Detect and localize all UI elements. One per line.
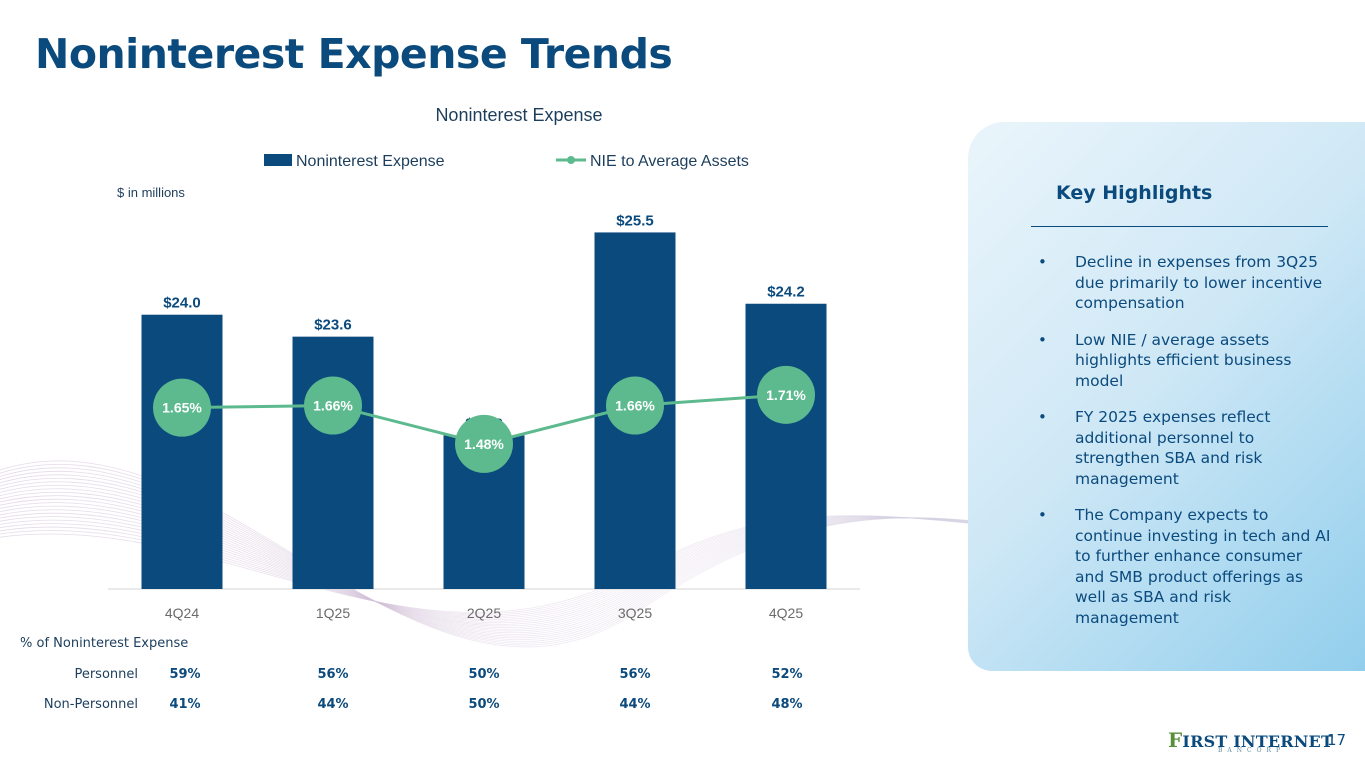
key-highlights-heading: Key Highlights <box>1056 182 1213 204</box>
nie-ratio-marker <box>606 376 664 435</box>
nie-ratio-label: 1.66% <box>615 398 655 414</box>
highlight-text: The Company expects to continue investin… <box>1075 506 1331 627</box>
logo-wordmark: FIRST INTERNET <box>1168 728 1333 752</box>
non-personnel-pct-3q25: 44% <box>619 697 651 712</box>
personnel-pct-4q25: 52% <box>771 667 803 682</box>
personnel-row-label: Personnel <box>74 667 138 682</box>
legend-swatch-bar <box>264 154 292 166</box>
nie-ratio-marker <box>304 376 362 435</box>
x-tick-label: 4Q24 <box>165 605 199 621</box>
nie-ratio-label: 1.71% <box>766 387 806 403</box>
bar-value-label: $24.2 <box>767 284 805 301</box>
highlight-item: • Decline in expenses from 3Q25 due prim… <box>1032 252 1332 314</box>
legend-swatch-marker <box>567 156 575 164</box>
bar-4q25 <box>745 303 827 589</box>
logo-initial: F <box>1168 728 1183 752</box>
expense-mix-table: % of Noninterest Expense Personnel 59% 5… <box>0 630 960 720</box>
key-highlights-divider <box>1031 226 1328 227</box>
x-tick-label: 4Q25 <box>769 605 803 621</box>
key-highlights-list: • Decline in expenses from 3Q25 due prim… <box>1032 252 1332 644</box>
non-personnel-pct-4q25: 48% <box>771 697 803 712</box>
logo-subtitle: BANCORP <box>1218 747 1286 754</box>
nie-ratio-label: 1.65% <box>162 400 202 416</box>
personnel-pct-4q24: 59% <box>169 667 201 682</box>
bar-value-label: $25.5 <box>616 212 654 229</box>
bar-4q24 <box>141 314 223 589</box>
highlight-item: • Low NIE / average assets highlights ef… <box>1032 330 1332 392</box>
highlight-text: Decline in expenses from 3Q25 due primar… <box>1075 253 1323 312</box>
x-tick-label: 2Q25 <box>467 605 501 621</box>
nie-ratio-label: 1.48% <box>464 436 504 452</box>
bullet-icon: • <box>1038 330 1047 349</box>
logo-text: IRST INTERNET <box>1182 732 1334 751</box>
non-personnel-pct-1q25: 44% <box>317 697 349 712</box>
personnel-pct-2q25: 50% <box>468 667 500 682</box>
page-title: Noninterest Expense Trends <box>35 30 673 78</box>
bar-1q25 <box>292 336 374 589</box>
x-tick-label: 3Q25 <box>618 605 652 621</box>
chart-legend: Noninterest Expense NIE to Average Asset… <box>264 153 749 170</box>
bullet-icon: • <box>1038 506 1047 524</box>
highlight-item: • FY 2025 expenses reflect additional pe… <box>1032 407 1332 489</box>
non-personnel-pct-4q24: 41% <box>169 697 201 712</box>
nie-ratio-label: 1.66% <box>313 398 353 414</box>
bar-value-label: $23.6 <box>314 317 352 334</box>
bar-value-label: $24.0 <box>163 295 201 312</box>
company-logo: FIRST INTERNET BANCORP <box>1168 728 1333 756</box>
legend-label-bar: Noninterest Expense <box>296 153 445 170</box>
expense-mix-heading: % of Noninterest Expense <box>20 636 189 651</box>
page-number: 17 <box>1327 731 1347 749</box>
bullet-icon: • <box>1038 253 1047 271</box>
key-highlights-panel: Key Highlights • Decline in expenses fro… <box>968 122 1365 671</box>
nie-ratio-marker <box>153 378 211 437</box>
non-personnel-pct-2q25: 50% <box>468 697 500 712</box>
unit-note: $ in millions <box>117 185 185 200</box>
chart-title: Noninterest Expense <box>435 105 602 125</box>
bullet-icon: • <box>1038 408 1047 426</box>
x-tick-label: 1Q25 <box>316 605 350 621</box>
highlight-text: FY 2025 expenses reflect additional pers… <box>1075 408 1271 488</box>
highlight-text: Low NIE / average assets highlights effi… <box>1075 330 1292 390</box>
nie-ratio-marker <box>757 365 815 424</box>
highlight-item: • The Company expects to continue invest… <box>1032 505 1332 628</box>
non-personnel-row-label: Non-Personnel <box>43 697 138 712</box>
personnel-pct-3q25: 56% <box>619 667 651 682</box>
personnel-pct-1q25: 56% <box>317 667 349 682</box>
noninterest-expense-chart: Noninterest Expense Noninterest Expense … <box>108 105 860 621</box>
legend-label-line: NIE to Average Assets <box>590 153 749 170</box>
nie-ratio-marker <box>455 414 513 473</box>
